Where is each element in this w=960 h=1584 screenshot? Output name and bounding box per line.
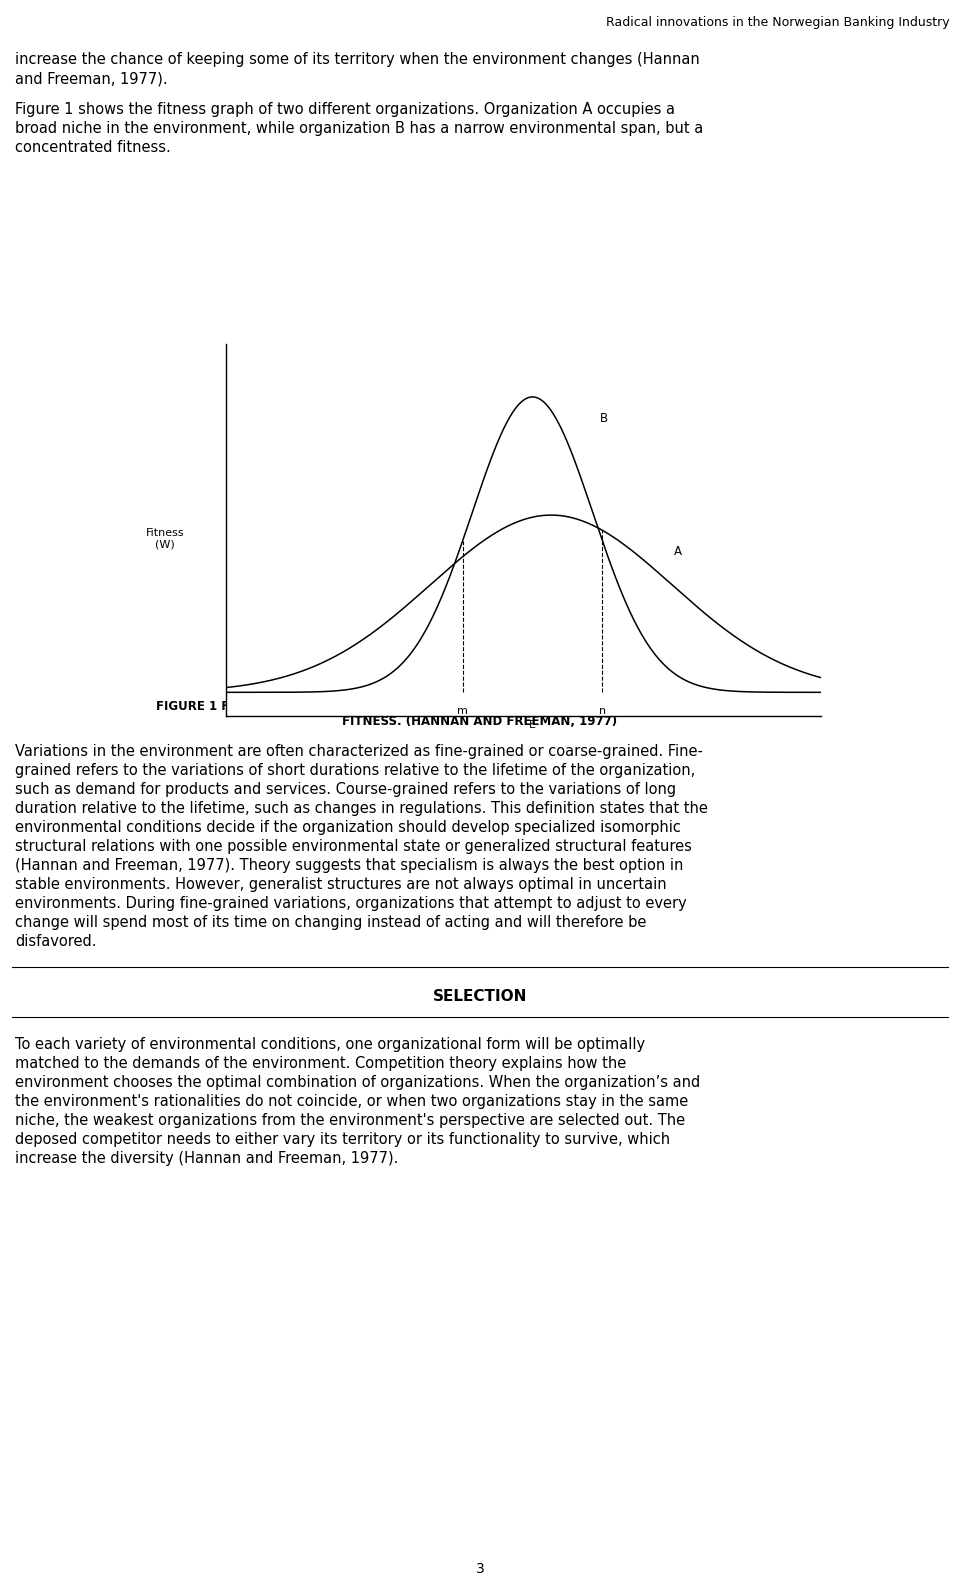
Text: B: B xyxy=(599,412,608,425)
Text: Radical innovations in the Norwegian Banking Industry: Radical innovations in the Norwegian Ban… xyxy=(607,16,950,29)
Text: change will spend most of its time on changing instead of acting and will theref: change will spend most of its time on ch… xyxy=(15,916,646,930)
Text: structural relations with one possible environmental state or generalized struct: structural relations with one possible e… xyxy=(15,840,692,854)
Text: increase the diversity (Hannan and Freeman, 1977).: increase the diversity (Hannan and Freem… xyxy=(15,1152,398,1166)
Text: m: m xyxy=(457,705,468,716)
Text: Variations in the environment are often characterized as fine-grained or coarse-: Variations in the environment are often … xyxy=(15,744,703,759)
Text: the environment's rationalities do not coincide, or when two organizations stay : the environment's rationalities do not c… xyxy=(15,1095,688,1109)
Text: matched to the demands of the environment. Competition theory explains how the: matched to the demands of the environmen… xyxy=(15,1057,626,1071)
Text: To each variety of environmental conditions, one organizational form will be opt: To each variety of environmental conditi… xyxy=(15,1038,645,1052)
Text: (Hannan and Freeman, 1977). Theory suggests that specialism is always the best o: (Hannan and Freeman, 1977). Theory sugge… xyxy=(15,859,684,873)
Text: 3: 3 xyxy=(475,1562,485,1576)
Text: Figure 1 shows the fitness graph of two different organizations. Organization A : Figure 1 shows the fitness graph of two … xyxy=(15,101,675,117)
Text: environmental conditions decide if the organization should develop specialized i: environmental conditions decide if the o… xyxy=(15,821,681,835)
Text: FITNESS. (HANNAN AND FREEMAN, 1977): FITNESS. (HANNAN AND FREEMAN, 1977) xyxy=(343,714,617,729)
Text: grained refers to the variations of short durations relative to the lifetime of : grained refers to the variations of shor… xyxy=(15,763,695,778)
Text: stable environments. However, generalist structures are not always optimal in un: stable environments. However, generalist… xyxy=(15,878,666,892)
Text: E: E xyxy=(529,719,536,730)
Text: Fitness
(W): Fitness (W) xyxy=(146,527,184,550)
Text: deposed competitor needs to either vary its territory or its functionality to su: deposed competitor needs to either vary … xyxy=(15,1133,670,1147)
Text: SELECTION: SELECTION xyxy=(433,988,527,1004)
Text: environments. During fine-grained variations, organizations that attempt to adju: environments. During fine-grained variat… xyxy=(15,897,686,911)
Text: broad niche in the environment, while organization B has a narrow environmental : broad niche in the environment, while or… xyxy=(15,120,704,136)
Text: A: A xyxy=(674,545,682,558)
Text: and Freeman, 1977).: and Freeman, 1977). xyxy=(15,71,168,86)
Text: concentrated fitness.: concentrated fitness. xyxy=(15,139,171,155)
Text: such as demand for products and services. Course-grained refers to the variation: such as demand for products and services… xyxy=(15,782,676,797)
Text: duration relative to the lifetime, such as changes in regulations. This definiti: duration relative to the lifetime, such … xyxy=(15,802,708,816)
Text: FIGURE 1 FITNESS FUNCTIONS FOR SPECIALISTS AND GENERALISTS. VERTICAL AXIS REPRES: FIGURE 1 FITNESS FUNCTIONS FOR SPECIALIS… xyxy=(156,700,804,713)
Text: niche, the weakest organizations from the environment's perspective are selected: niche, the weakest organizations from th… xyxy=(15,1114,685,1128)
Text: environment chooses the optimal combination of organizations. When the organizat: environment chooses the optimal combinat… xyxy=(15,1076,700,1090)
Text: n: n xyxy=(599,705,606,716)
Text: increase the chance of keeping some of its territory when the environment change: increase the chance of keeping some of i… xyxy=(15,52,700,67)
Text: disfavored.: disfavored. xyxy=(15,935,97,949)
